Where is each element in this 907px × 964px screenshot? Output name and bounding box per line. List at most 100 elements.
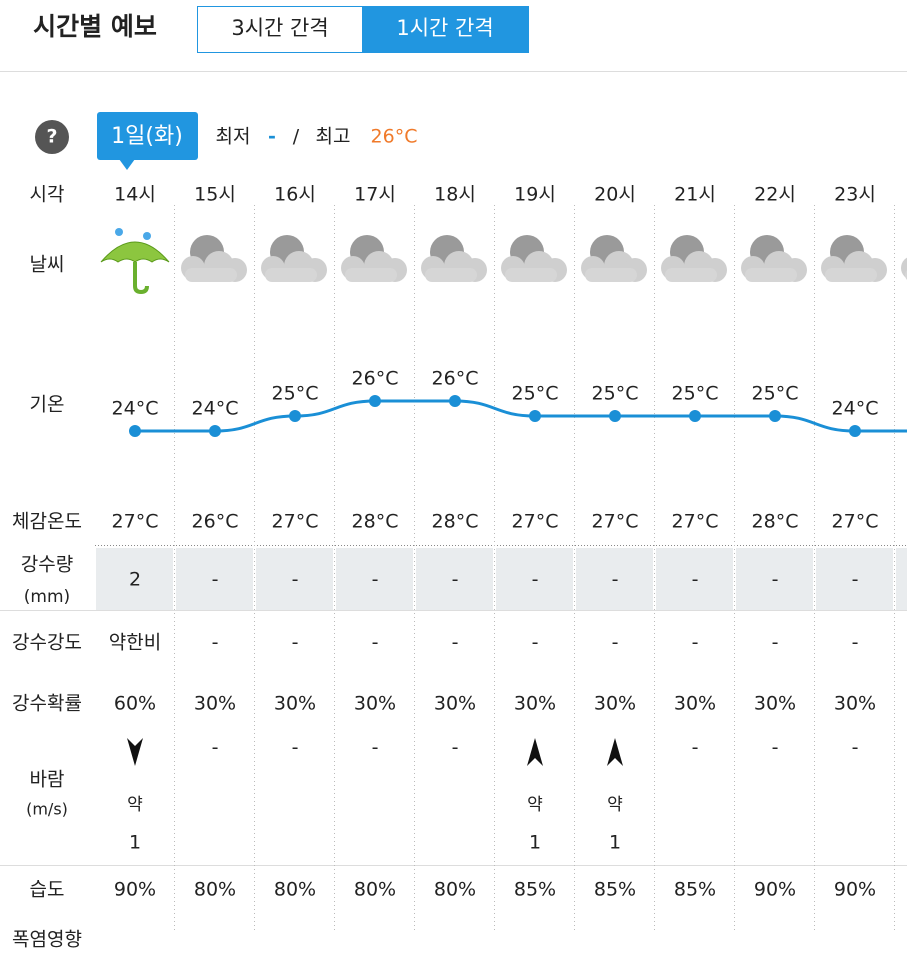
temperature-label: 24°C — [832, 398, 879, 420]
precip-intensity: - — [532, 632, 539, 654]
hour: 17시 — [354, 184, 396, 206]
precip-prob: 30% — [274, 693, 316, 715]
tab-label[interactable]: 1시간 간격 — [396, 16, 493, 40]
humidity: 80% — [194, 879, 236, 901]
cloud-part — [265, 268, 317, 282]
humidity: 80% — [434, 879, 476, 901]
cell-bg — [256, 548, 333, 610]
badge-pointer — [119, 159, 135, 170]
wind-strength: 약 — [127, 795, 143, 815]
feels-like: 27°C — [272, 511, 319, 533]
cloud-part — [665, 268, 717, 282]
cloud-icon — [661, 235, 727, 282]
feels-like: 27°C — [112, 511, 159, 533]
hour: 23시 — [834, 184, 876, 206]
hour: 18시 — [434, 184, 476, 206]
cloud-icon — [901, 257, 907, 280]
date-badge — [97, 112, 198, 160]
raindrop — [143, 232, 151, 240]
tab[interactable] — [197, 6, 363, 53]
precip-prob: 30% — [834, 693, 876, 715]
feels-like: 27°C — [512, 511, 559, 533]
temperature-label: 26°C — [352, 368, 399, 390]
row-label: (mm) — [24, 587, 70, 607]
wind: - — [292, 737, 299, 759]
wind-arrow — [127, 738, 143, 766]
precip-intensity: - — [372, 632, 379, 654]
row-label: 강수량 — [21, 554, 73, 576]
wind-arrow — [607, 738, 623, 766]
humidity: 90% — [754, 879, 796, 901]
help-text[interactable]: ? — [46, 126, 57, 148]
precip-prob: 60% — [114, 693, 156, 715]
precip-amount: - — [372, 569, 379, 591]
cell-bg — [576, 548, 653, 610]
cloud-icon — [821, 235, 887, 282]
temperature-label: 26°C — [432, 368, 479, 390]
cloud-icon — [501, 235, 567, 282]
wind-strength: 약 — [607, 795, 623, 815]
hour: 22시 — [754, 184, 796, 206]
temperature-label: 25°C — [272, 383, 319, 405]
min-value: - — [268, 126, 276, 148]
row-label: 바람 — [30, 769, 65, 791]
feels-like: 27°C — [592, 511, 639, 533]
cloud-icon — [421, 235, 487, 282]
precip-prob: 30% — [434, 693, 476, 715]
wind: - — [852, 737, 859, 759]
temperature-label: 25°C — [752, 383, 799, 405]
temperature-point — [769, 410, 781, 422]
precip-prob: 30% — [594, 693, 636, 715]
temperature-point — [129, 425, 141, 437]
temperature-line — [135, 399, 856, 433]
precip-amount: - — [292, 569, 299, 591]
feels-like: 28°C — [752, 511, 799, 533]
precip-amount: 2 — [129, 569, 141, 591]
temperature-label: 25°C — [672, 383, 719, 405]
feels-like: 26°C — [192, 511, 239, 533]
precip-intensity: - — [212, 632, 219, 654]
max-label: 최고 — [316, 126, 351, 148]
hour: 19시 — [514, 184, 556, 206]
cell-bg — [416, 548, 493, 610]
row-label: 강수확률 — [12, 693, 82, 715]
feels-like: 27°C — [832, 511, 879, 533]
precip-amount: - — [212, 569, 219, 591]
wind: - — [692, 737, 699, 759]
precip-amount: - — [692, 569, 699, 591]
tab-label[interactable]: 3시간 간격 — [231, 16, 328, 40]
humidity: 90% — [114, 879, 156, 901]
cell-bg — [496, 548, 573, 610]
humidity: 85% — [514, 879, 556, 901]
row-label: 습도 — [30, 879, 65, 901]
umbrella-handle — [133, 262, 149, 295]
temperature-point — [449, 395, 461, 407]
row-label: 시각 — [30, 184, 65, 206]
precip-amount: - — [612, 569, 619, 591]
precip-intensity: 약한비 — [109, 632, 161, 654]
temperature-label: 24°C — [112, 398, 159, 420]
feels-like: 28°C — [352, 511, 399, 533]
precip-prob: 30% — [514, 693, 556, 715]
precip-intensity: - — [292, 632, 299, 654]
temperature-label: 25°C — [512, 383, 559, 405]
cell-bg — [816, 548, 893, 610]
cloud-icon — [741, 235, 807, 282]
temperature-point — [529, 410, 541, 422]
precip-prob: 30% — [194, 693, 236, 715]
title: 시간별 예보 — [33, 12, 157, 41]
tab-active[interactable] — [362, 6, 529, 53]
precip-prob: 30% — [754, 693, 796, 715]
cloud-part — [425, 268, 477, 282]
hour: 20시 — [594, 184, 636, 206]
help-icon[interactable] — [35, 120, 69, 154]
cloud-icon — [261, 235, 327, 282]
temperature-label: 25°C — [592, 383, 639, 405]
date-label: 1일(화) — [111, 124, 183, 149]
wind-strength: 약 — [527, 795, 543, 815]
separator: / — [293, 126, 300, 148]
umbrella-icon — [100, 228, 170, 295]
wind: - — [452, 737, 459, 759]
cloud-icon — [581, 235, 647, 282]
